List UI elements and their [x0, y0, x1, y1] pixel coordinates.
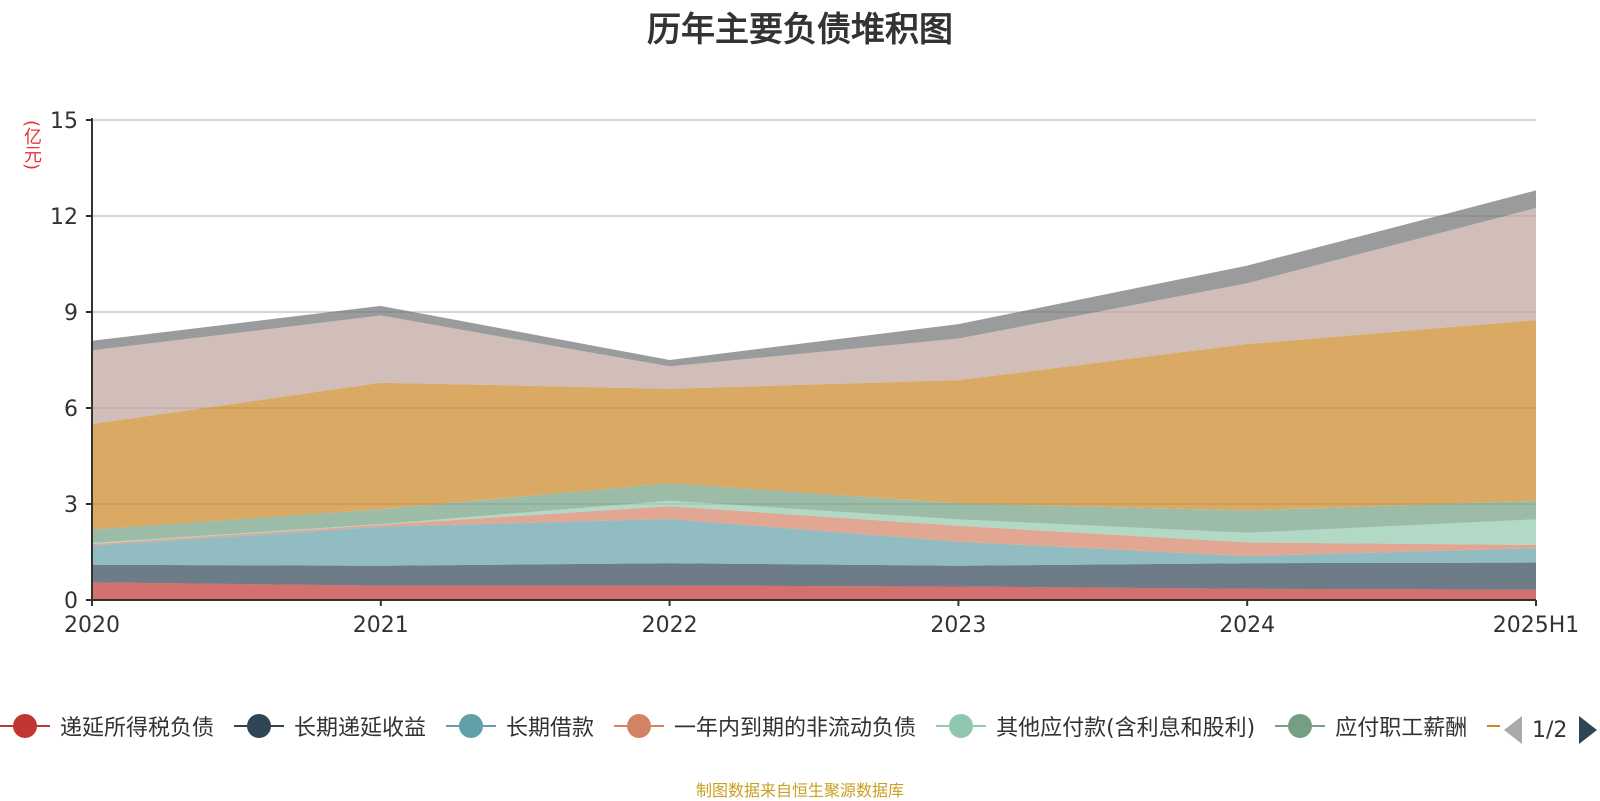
legend-marker-icon: [1487, 714, 1500, 738]
chart-title: 历年主要负债堆积图: [647, 10, 953, 50]
x-tick-label: 2024: [1219, 613, 1275, 638]
legend-prev-arrow-icon[interactable]: [1504, 716, 1522, 744]
legend-item[interactable]: 长期借款: [446, 708, 594, 744]
legend-marker-icon: [446, 714, 497, 738]
legend-marker-icon: [0, 714, 50, 738]
area-series-0: [92, 582, 1536, 600]
x-tick-label: 2023: [930, 613, 986, 638]
legend-item[interactable]: 其他应付款(含利息和股利): [936, 708, 1255, 744]
y-tick-label: 9: [64, 301, 78, 326]
area-series-8: [92, 190, 1536, 367]
area-series-6: [92, 320, 1536, 530]
legend-label: 递延所得税负债: [60, 716, 215, 741]
legend-label: 一年内到期的非流动负债: [674, 716, 917, 741]
legend-marker-icon: [1275, 714, 1326, 738]
legend-next-arrow-icon[interactable]: [1579, 716, 1598, 744]
legend-marker-icon: [234, 714, 285, 738]
legend-page-indicator: 1/2: [1532, 717, 1568, 743]
area-series-1: [92, 562, 1536, 590]
legend: 递延所得税负债 长期递延收益 长期借款 一年内到期的非流动负债 其他应付款(含利息和股利…: [0, 708, 1500, 744]
legend-label: 长期递延收益: [294, 716, 427, 741]
x-tick-label: 2020: [64, 613, 120, 638]
y-tick-label: 15: [50, 109, 78, 134]
y-tick-label: 0: [64, 589, 78, 614]
legend-label: 其他应付款(含利息和股利): [996, 716, 1256, 741]
y-tick-label: 6: [64, 397, 78, 422]
legend-item[interactable]: 递延所得税负债: [0, 708, 214, 744]
area-series-3: [92, 506, 1536, 557]
area-series-5: [92, 483, 1536, 544]
legend-item[interactable]: 应付职工薪酬: [1275, 708, 1467, 744]
legend-item[interactable]: 应付账款: [1487, 708, 1500, 744]
legend-item[interactable]: 一年内到期的非流动负债: [614, 708, 916, 744]
area-series-4: [92, 500, 1536, 545]
y-tick-label: 12: [50, 205, 78, 230]
y-tick-label: 3: [64, 493, 78, 518]
data-source-note: 制图数据来自恒生聚源数据库: [695, 781, 904, 800]
x-tick-label: 2021: [353, 613, 409, 638]
y-axis-unit-label: (亿元): [21, 120, 42, 171]
area-series-2: [92, 519, 1536, 566]
legend-item[interactable]: 长期递延收益: [234, 708, 426, 744]
legend-label: 长期借款: [506, 716, 595, 741]
legend-marker-icon: [614, 714, 665, 738]
legend-pager: 1/2: [1500, 712, 1598, 748]
area-series-7: [92, 208, 1536, 424]
x-tick-label: 2025H1: [1493, 613, 1580, 638]
legend-marker-icon: [936, 714, 987, 738]
legend-label: 应付职工薪酬: [1335, 716, 1468, 741]
x-tick-label: 2022: [642, 613, 698, 638]
